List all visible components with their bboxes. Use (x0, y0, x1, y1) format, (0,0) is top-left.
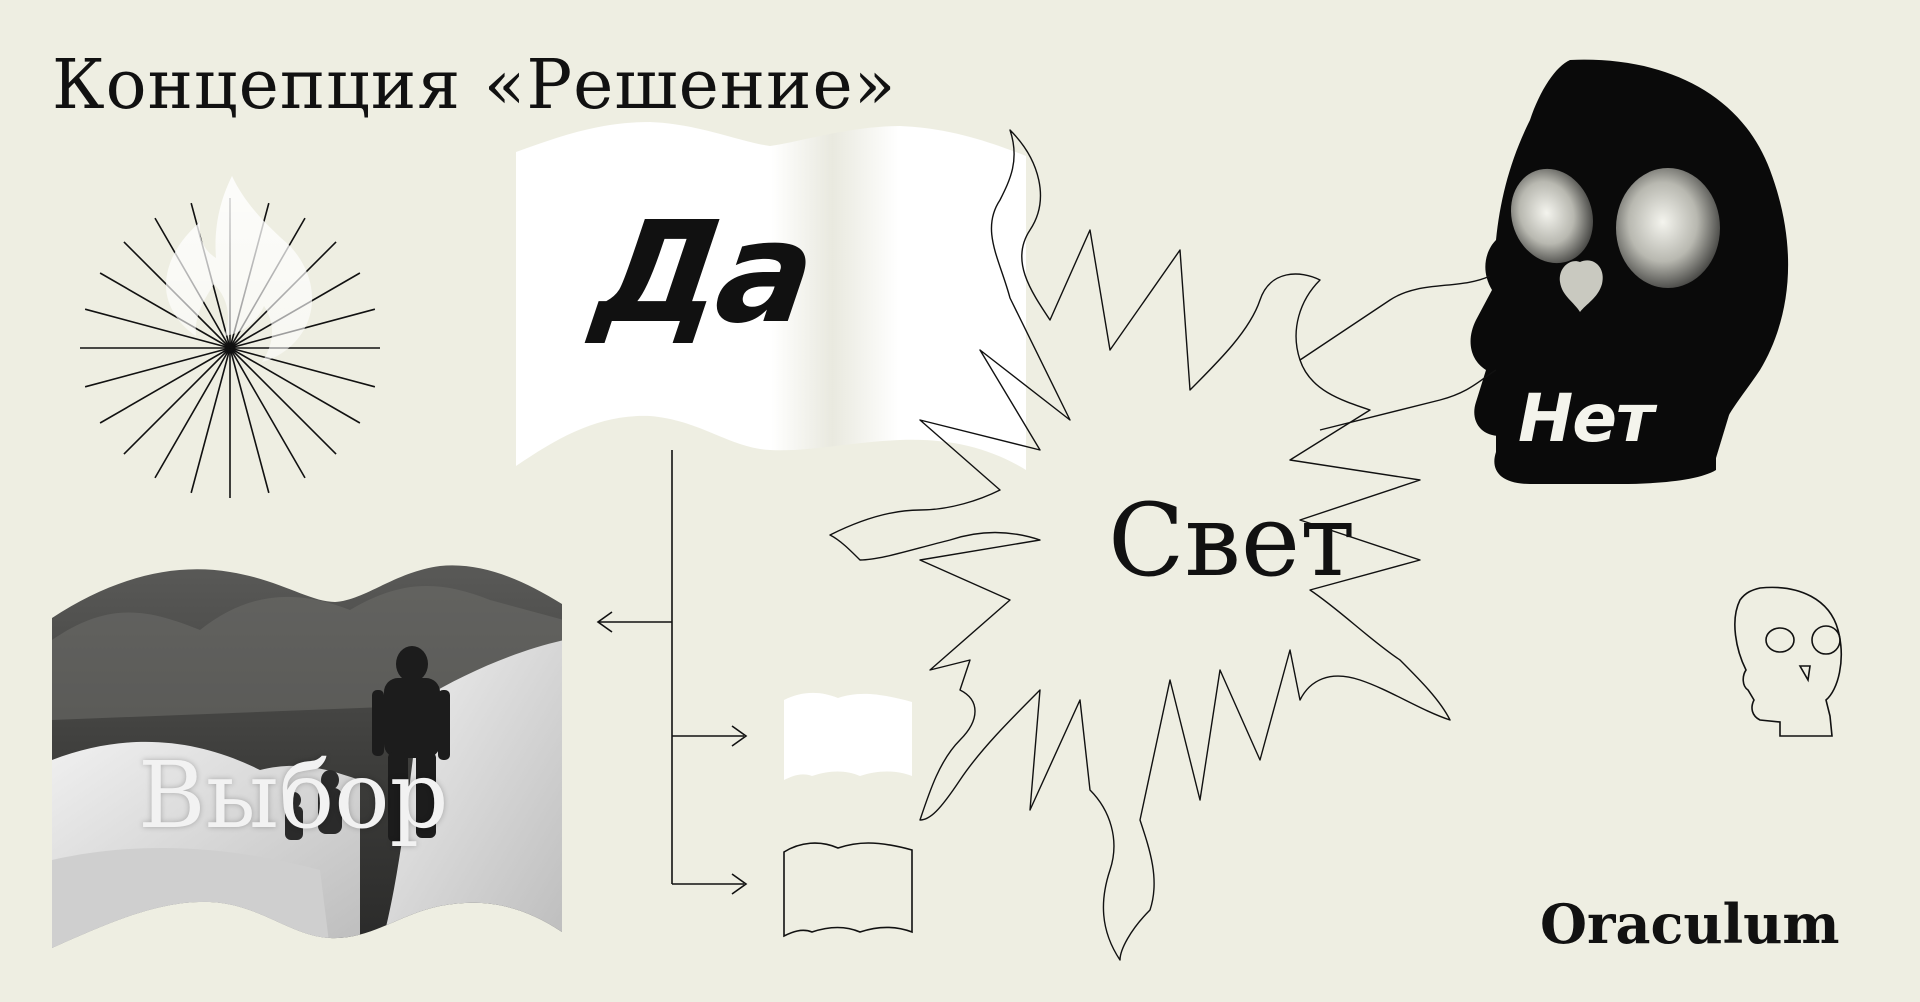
sunburst-ray (229, 347, 337, 455)
flame-tendrils (1299, 275, 1497, 431)
word-no: Нет (1518, 380, 1654, 457)
sunburst-ray (229, 347, 270, 494)
page-title: Концепция «Решение» (52, 46, 897, 125)
small-book-outline-icon (783, 842, 913, 938)
brand-logo: Oraculum (1540, 892, 1840, 956)
sunburst-ray (84, 308, 231, 349)
skull-outline-icon (1734, 586, 1842, 737)
star-flame-outline-icon (829, 129, 1451, 961)
sunburst-ray (99, 347, 231, 424)
sunburst-ray (84, 347, 231, 388)
sunburst-ray (154, 347, 231, 479)
sunburst-ray (229, 347, 376, 388)
sunburst-ray (99, 272, 231, 349)
word-choice: Выбор (138, 742, 449, 849)
small-book-filled-icon (784, 692, 912, 780)
open-book-icon (516, 122, 1026, 470)
sunburst-ray (123, 347, 231, 455)
skull-icon (1470, 59, 1789, 485)
sunburst-ray (229, 347, 361, 424)
sunburst-ray (229, 347, 306, 479)
sunburst-ray (190, 347, 231, 494)
word-yes: Да (586, 192, 821, 355)
word-light: Свет (1108, 482, 1356, 599)
decision-tree (596, 450, 748, 895)
flame-icon (166, 176, 313, 362)
